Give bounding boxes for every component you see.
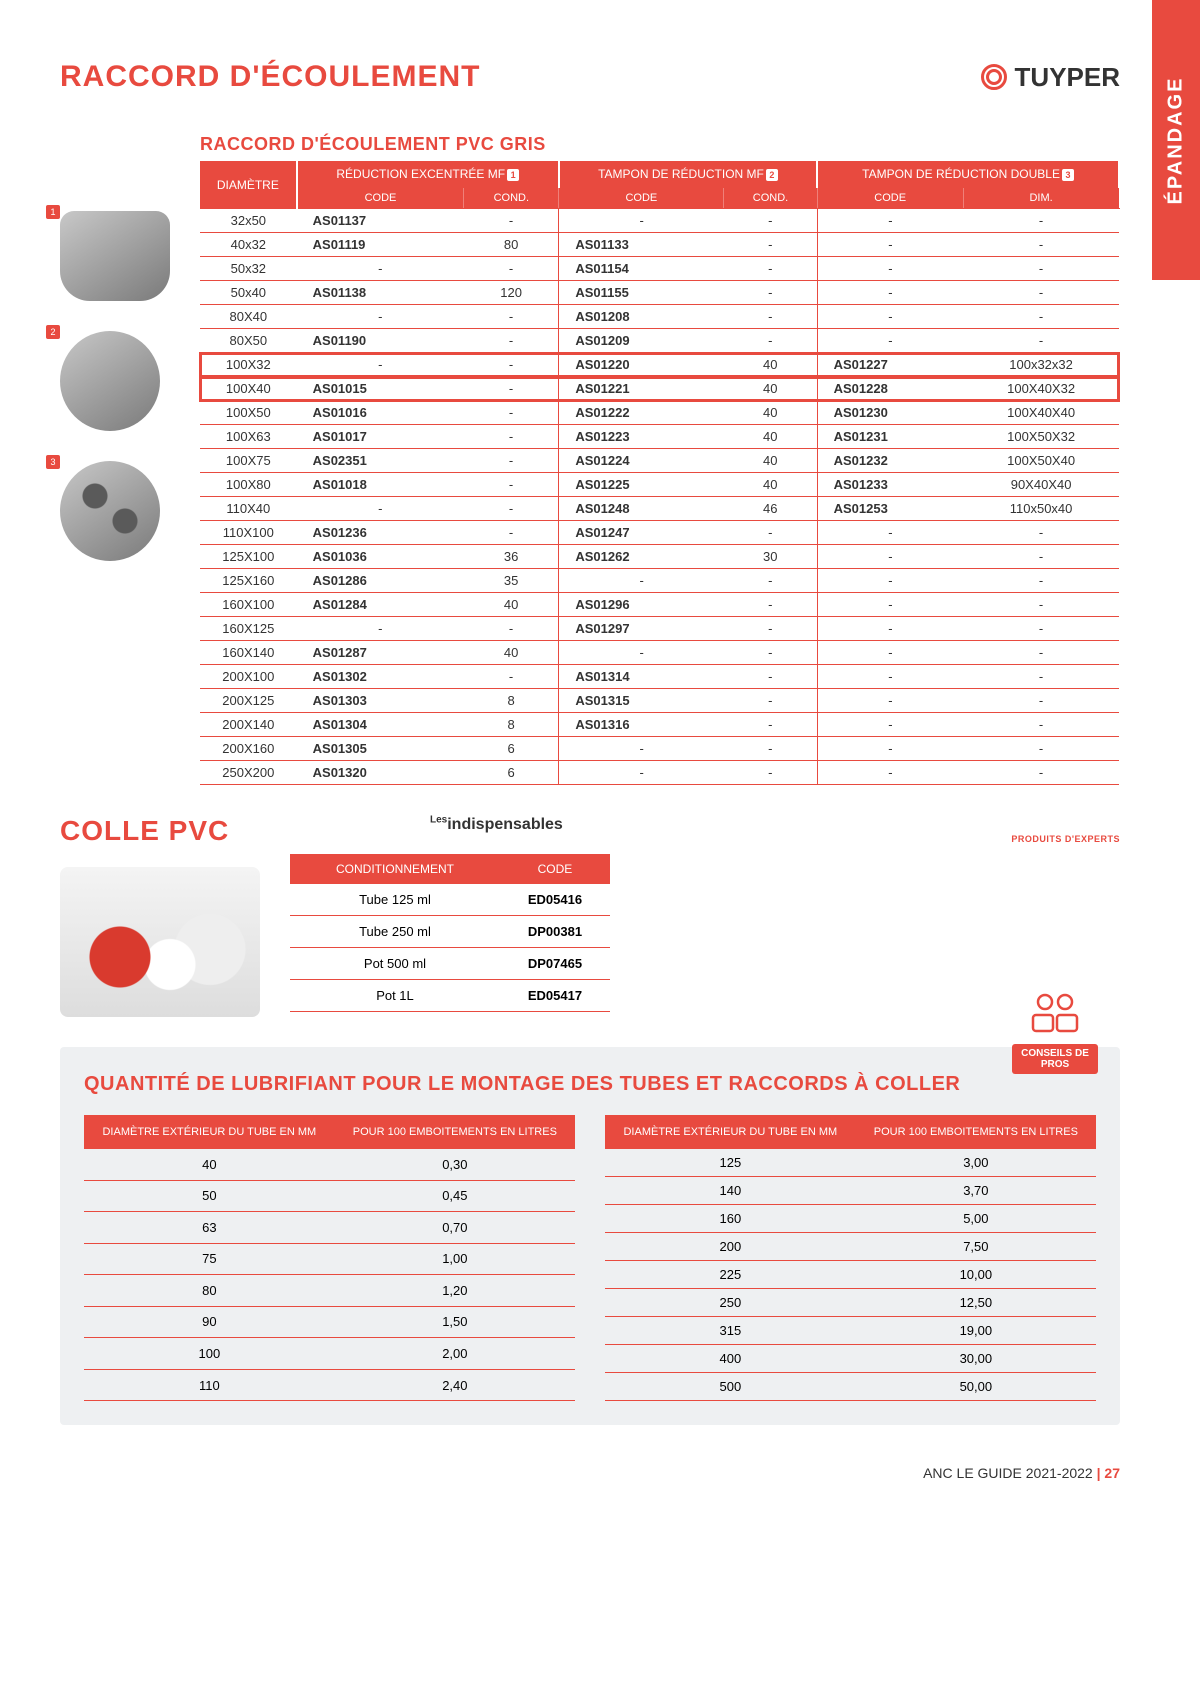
table-row: 630,70 <box>84 1212 575 1244</box>
th-code: CODE <box>500 854 610 884</box>
image-tag-2: 2 <box>46 325 60 339</box>
table-row: Pot 1LED05417 <box>290 980 610 1012</box>
table-row: 160X140AS0128740---- <box>200 641 1119 665</box>
product-image-3: 3 <box>60 461 160 561</box>
footer-text: ANC LE GUIDE 2021-2022 <box>923 1465 1093 1481</box>
glue-product-image <box>60 867 260 1017</box>
table-row: 200X100AS01302-AS01314--- <box>200 665 1119 689</box>
section3-heading: QUANTITÉ DE LUBRIFIANT POUR LE MONTAGE D… <box>84 1071 1096 1097</box>
lubrifiant-section: CONSEILS DE PROS QUANTITÉ DE LUBRIFIANT … <box>60 1047 1120 1425</box>
page-footer: ANC LE GUIDE 2021-2022 | 27 <box>60 1465 1120 1481</box>
table-row: 25012,50 <box>605 1289 1096 1317</box>
table-row: 801,20 <box>84 1275 575 1307</box>
table-row: 110X100AS01236-AS01247--- <box>200 521 1119 545</box>
image-tag-1: 1 <box>46 205 60 219</box>
table-row: 160X125--AS01297--- <box>200 617 1119 641</box>
table-row: Pot 500 mlDP07465 <box>290 948 610 980</box>
table-row: 100X50AS01016-AS0122240AS01230100X40X40 <box>200 401 1119 425</box>
table-row: 100X32--AS0122040AS01227100x32x32 <box>200 353 1119 377</box>
lubrifiant-table-left: DIAMÈTRE EXTÉRIEUR DU TUBE EN MM POUR 10… <box>84 1115 575 1401</box>
table-row: 200X160AS013056---- <box>200 737 1119 761</box>
footer-page: 27 <box>1104 1465 1120 1481</box>
table-row: 80X40--AS01208--- <box>200 305 1119 329</box>
brand-name: TUYPER <box>1015 62 1120 93</box>
table-row: 160X100AS0128440AS01296--- <box>200 593 1119 617</box>
side-tab-label: ÉPANDAGE <box>1165 76 1188 204</box>
table-row: 40x32AS0111980AS01133--- <box>200 233 1119 257</box>
th-group3: TAMPON DE RÉDUCTION DOUBLE3 <box>817 161 1119 188</box>
table-row: 1253,00 <box>605 1149 1096 1177</box>
th-cond2: COND. <box>724 188 817 209</box>
table-row: 100X80AS01018-AS0122540AS0123390X40X40 <box>200 473 1119 497</box>
th-diam-ext2: DIAMÈTRE EXTÉRIEUR DU TUBE EN MM <box>605 1115 856 1149</box>
table-row: 500,45 <box>84 1180 575 1212</box>
table-row: 400,30 <box>84 1149 575 1180</box>
table-row: 200X125AS013038AS01315--- <box>200 689 1119 713</box>
table-row: Tube 250 mlDP00381 <box>290 916 610 948</box>
table-row: 40030,00 <box>605 1345 1096 1373</box>
th-code2: CODE <box>559 188 724 209</box>
th-diam-ext: DIAMÈTRE EXTÉRIEUR DU TUBE EN MM <box>84 1115 335 1149</box>
table-row: 100X75AS02351-AS0122440AS01232100X50X40 <box>200 449 1119 473</box>
image-tag-3: 3 <box>46 455 60 469</box>
product-image-1: 1 <box>60 211 170 301</box>
th-qty2: POUR 100 EMBOITEMENTS EN LITRES <box>856 1115 1096 1149</box>
table-row: 125X160AS0128635---- <box>200 569 1119 593</box>
conseils-icon <box>1025 987 1085 1037</box>
th-group2: TAMPON DE RÉDUCTION MF2 <box>559 161 817 188</box>
th-cond1: COND. <box>464 188 559 209</box>
table-row: 1102,40 <box>84 1369 575 1401</box>
table-row: 1002,00 <box>84 1338 575 1370</box>
page-title: RACCORD D'ÉCOULEMENT <box>60 60 480 94</box>
table-row: 1403,70 <box>605 1177 1096 1205</box>
lubrifiant-table-right: DIAMÈTRE EXTÉRIEUR DU TUBE EN MM POUR 10… <box>605 1115 1096 1401</box>
table-row: 50x40AS01138120AS01155--- <box>200 281 1119 305</box>
th-dim: DIM. <box>963 188 1119 209</box>
raccord-table: DIAMÈTRE RÉDUCTION EXCENTRÉE MF1 TAMPON … <box>200 161 1120 785</box>
table-row: 50050,00 <box>605 1373 1096 1401</box>
th-diametre: DIAMÈTRE <box>200 161 297 209</box>
th-conditionnement: CONDITIONNEMENT <box>290 854 500 884</box>
table-row: 31519,00 <box>605 1317 1096 1345</box>
indispensables-logo: LesindispensablesPRODUITS D'EXPERTS <box>430 815 1120 844</box>
colle-table: CONDITIONNEMENT CODE Tube 125 mlED05416T… <box>290 854 610 1012</box>
conseils-text: CONSEILS DE PROS <box>1012 1044 1098 1074</box>
table-row: 32x50AS01137----- <box>200 209 1119 233</box>
table-row: 100X40AS01015-AS0122140AS01228100X40X32 <box>200 377 1119 401</box>
section2-heading: COLLE PVC <box>60 815 260 847</box>
th-code3: CODE <box>817 188 963 209</box>
table-row: 200X140AS013048AS01316--- <box>200 713 1119 737</box>
table-row: 50x32--AS01154--- <box>200 257 1119 281</box>
table-row: 250X200AS013206---- <box>200 761 1119 785</box>
th-code1: CODE <box>297 188 464 209</box>
table-row: 100X63AS01017-AS0122340AS01231100X50X32 <box>200 425 1119 449</box>
product-images: 1 2 3 <box>60 161 180 785</box>
brand-logo: TUYPER <box>981 62 1120 93</box>
table-row: Tube 125 mlED05416 <box>290 884 610 916</box>
table-row: 80X50AS01190-AS01209--- <box>200 329 1119 353</box>
table-row: 1605,00 <box>605 1205 1096 1233</box>
table-row: 22510,00 <box>605 1261 1096 1289</box>
table-row: 125X100AS0103636AS0126230-- <box>200 545 1119 569</box>
table-row: 751,00 <box>84 1243 575 1275</box>
table-row: 2007,50 <box>605 1233 1096 1261</box>
th-qty: POUR 100 EMBOITEMENTS EN LITRES <box>335 1115 575 1149</box>
th-group1: RÉDUCTION EXCENTRÉE MF1 <box>297 161 559 188</box>
table-row: 110X40--AS0124846AS01253110x50x40 <box>200 497 1119 521</box>
brand-icon <box>981 64 1007 90</box>
side-tab: ÉPANDAGE <box>1152 0 1200 280</box>
product-image-2: 2 <box>60 331 160 431</box>
table-row: 901,50 <box>84 1306 575 1338</box>
section1-heading: RACCORD D'ÉCOULEMENT PVC GRIS <box>200 134 1120 155</box>
conseils-badge: CONSEILS DE PROS <box>1012 987 1098 1074</box>
